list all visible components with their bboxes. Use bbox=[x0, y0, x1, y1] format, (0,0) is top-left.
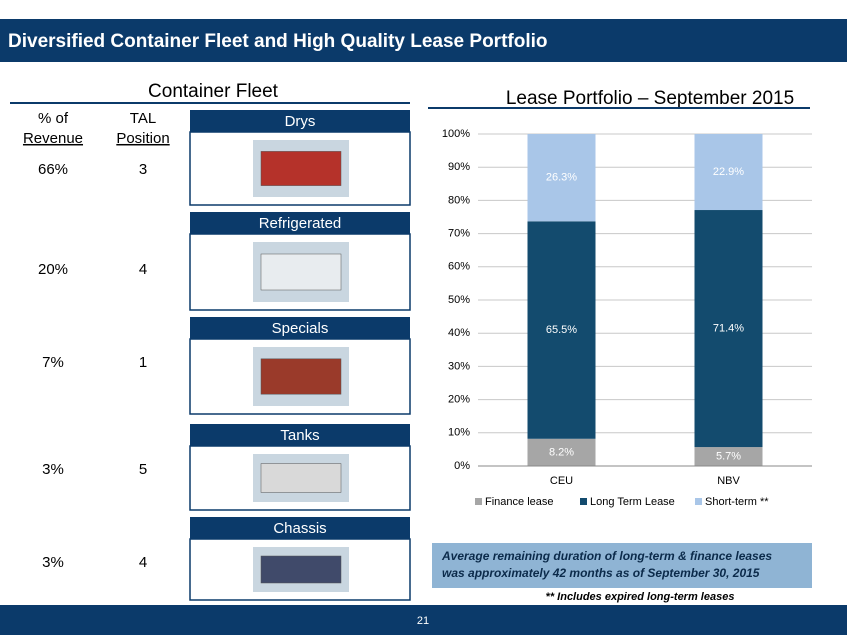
footer-band bbox=[0, 605, 847, 635]
value-label: 5.7% bbox=[716, 450, 741, 462]
y-tick-label: 60% bbox=[448, 261, 470, 273]
category-header bbox=[190, 212, 410, 234]
y-tick-label: 40% bbox=[448, 327, 470, 339]
column-header: Revenue bbox=[23, 130, 83, 147]
y-tick-label: 90% bbox=[448, 161, 470, 173]
bar-segment bbox=[527, 134, 596, 222]
revenue-share: 3% bbox=[42, 554, 64, 571]
fleet-title: Container Fleet bbox=[148, 81, 279, 102]
revenue-share: 3% bbox=[42, 461, 64, 478]
y-tick-label: 50% bbox=[448, 294, 470, 306]
category-name: Drys bbox=[285, 113, 316, 130]
y-tick-label: 30% bbox=[448, 360, 470, 372]
category-name: Chassis bbox=[273, 520, 326, 537]
legend-label: Long Term Lease bbox=[590, 496, 675, 508]
value-label: 8.2% bbox=[549, 446, 574, 458]
x-tick-label: NBV bbox=[717, 475, 740, 487]
container-image bbox=[260, 358, 342, 395]
column-header: TAL bbox=[130, 110, 156, 127]
bar-segment bbox=[694, 210, 763, 448]
note-line: was approximately 42 months as of Septem… bbox=[442, 566, 760, 580]
header-band bbox=[0, 19, 847, 62]
header-title: Diversified Container Fleet and High Qua… bbox=[8, 31, 548, 52]
tal-position: 5 bbox=[139, 461, 147, 478]
container-image bbox=[260, 463, 342, 493]
container-image bbox=[260, 253, 342, 291]
legend-swatch bbox=[695, 498, 702, 505]
category-name: Specials bbox=[272, 320, 329, 337]
tal-position: 3 bbox=[139, 161, 147, 178]
chart-title: Lease Portfolio – September 2015 bbox=[506, 88, 794, 109]
tal-position: 4 bbox=[139, 554, 147, 571]
footnote: ** Includes expired long-term leases bbox=[546, 591, 735, 603]
column-header: Position bbox=[116, 130, 169, 147]
note-box bbox=[432, 543, 812, 588]
value-label: 71.4% bbox=[713, 322, 744, 334]
y-tick-label: 10% bbox=[448, 427, 470, 439]
category-name: Tanks bbox=[280, 427, 319, 444]
tal-position: 4 bbox=[139, 261, 147, 278]
bar-segment bbox=[527, 221, 596, 439]
legend-label: Finance lease bbox=[485, 496, 554, 508]
category-header bbox=[190, 424, 410, 446]
y-tick-label: 0% bbox=[454, 460, 470, 472]
y-tick-label: 20% bbox=[448, 394, 470, 406]
revenue-share: 20% bbox=[38, 261, 68, 278]
value-label: 22.9% bbox=[713, 166, 744, 178]
y-tick-label: 70% bbox=[448, 228, 470, 240]
legend-swatch bbox=[475, 498, 482, 505]
revenue-share: 66% bbox=[38, 161, 68, 178]
category-header bbox=[190, 317, 410, 339]
value-label: 26.3% bbox=[546, 172, 577, 184]
column-header: % of bbox=[38, 110, 69, 127]
bar-segment bbox=[527, 438, 596, 466]
value-label: 65.5% bbox=[546, 324, 577, 336]
note-line: Average remaining duration of long-term … bbox=[441, 549, 772, 563]
container-image bbox=[260, 151, 342, 186]
y-tick-label: 80% bbox=[448, 194, 470, 206]
bar-segment bbox=[694, 134, 763, 211]
category-header bbox=[190, 517, 410, 539]
category-name: Refrigerated bbox=[259, 215, 342, 232]
page-number: 21 bbox=[417, 615, 429, 627]
revenue-share: 7% bbox=[42, 354, 64, 371]
bar-segment bbox=[694, 447, 763, 466]
legend-swatch bbox=[580, 498, 587, 505]
legend-label: Short-term ** bbox=[705, 496, 769, 508]
category-header bbox=[190, 110, 410, 132]
tal-position: 1 bbox=[139, 354, 147, 371]
container-image bbox=[260, 555, 342, 584]
y-tick-label: 100% bbox=[442, 128, 470, 140]
x-tick-label: CEU bbox=[550, 475, 573, 487]
